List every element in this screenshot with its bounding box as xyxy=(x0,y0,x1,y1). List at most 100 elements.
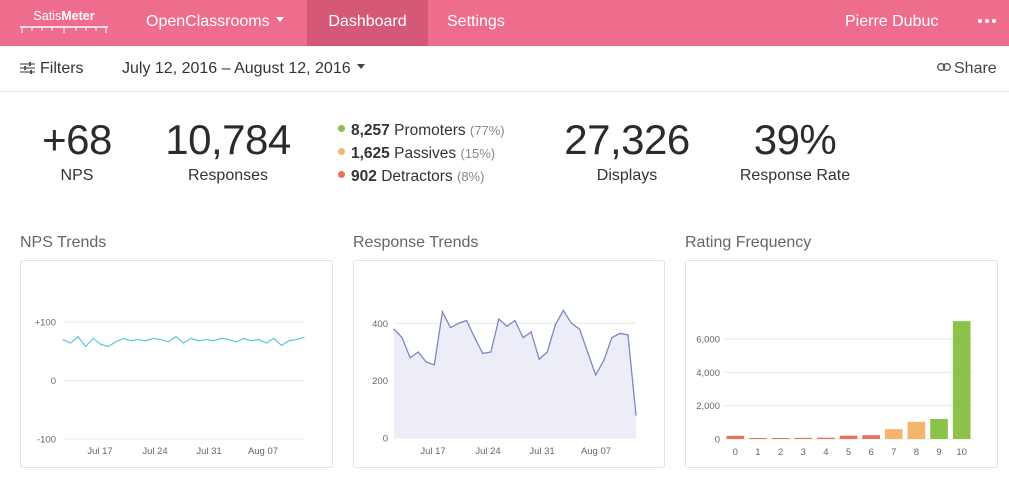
response-data-point xyxy=(393,328,395,330)
response-data-point xyxy=(498,318,500,320)
response-data-point xyxy=(417,351,419,353)
passives-pct: (15%) xyxy=(460,146,496,161)
rating-bar-7 xyxy=(884,429,903,439)
nps-data-point xyxy=(265,342,267,344)
promoter-dot-icon xyxy=(338,125,345,133)
date-range-label: July 12, 2016 – August 12, 2016 xyxy=(122,60,351,77)
nps-data-point xyxy=(303,336,305,338)
response-data-point xyxy=(441,311,443,313)
x-tick-label: 0 xyxy=(733,447,738,458)
detractor-dot-icon xyxy=(338,171,345,179)
response-data-point xyxy=(538,358,540,360)
response-data-point xyxy=(578,328,581,330)
rating-frequency-panel: 6,000 4,000 2,000 0 0 1 2 3 4 5 6 7 8 9 10 xyxy=(685,260,998,468)
response-rate-value: 39% xyxy=(753,116,837,163)
nps-data-point xyxy=(235,341,237,343)
response-trends-chart: 400 200 0 Jul 17 Jul 24 Jul 31 Aug 07 xyxy=(372,309,637,457)
share-button[interactable]: Share xyxy=(937,46,997,92)
user-menu[interactable]: Pierre Dubuc xyxy=(845,13,939,30)
rating-bar-10 xyxy=(952,321,971,439)
nps-data-point xyxy=(92,337,94,339)
response-data-point xyxy=(546,351,548,353)
response-data-point xyxy=(514,319,516,322)
rating-bar-4 xyxy=(817,437,835,439)
response-data-point xyxy=(562,309,564,312)
filters-button[interactable]: Filters xyxy=(20,46,84,92)
logo-wordmark: SatisMeter xyxy=(20,9,108,23)
y-tick-label: 0 xyxy=(383,434,388,445)
response-data-point xyxy=(611,337,613,339)
response-data-point xyxy=(482,352,484,355)
y-tick-label: 0 xyxy=(51,376,56,387)
y-tick-label: -100 xyxy=(37,435,56,446)
response-data-point xyxy=(603,360,605,362)
sliders-icon xyxy=(20,61,35,74)
link-icon xyxy=(937,62,951,71)
response-data-point xyxy=(433,364,435,366)
response-data-point xyxy=(466,319,468,322)
response-data-point xyxy=(554,324,556,326)
nps-data-point xyxy=(228,338,230,341)
rating-bar-6 xyxy=(862,435,880,439)
y-tick-label: 0 xyxy=(715,435,720,446)
toolbar: Filters July 12, 2016 – August 12, 2016 … xyxy=(0,46,1009,92)
x-tick-label: Aug 07 xyxy=(581,446,611,457)
response-rate-label: Response Rate xyxy=(739,167,851,184)
passives-count: 1,625 xyxy=(351,145,390,162)
nps-breakdown: 8,257 Promoters (77%) 1,625 Passives (15… xyxy=(338,119,505,188)
nps-data-point xyxy=(175,336,177,338)
stat-displays: 27,326 Displays xyxy=(547,118,707,186)
response-data-point xyxy=(401,337,403,339)
nps-label: NPS xyxy=(60,167,94,184)
nps-data-point xyxy=(197,340,200,342)
promoters-pct: (77%) xyxy=(469,123,505,138)
nps-data-point xyxy=(137,338,139,341)
response-data-point xyxy=(457,322,460,324)
response-data-point xyxy=(490,351,492,353)
nav-tab-settings[interactable]: Settings xyxy=(447,13,505,30)
rating-bar-9 xyxy=(930,419,948,439)
nps-data-point xyxy=(115,341,117,343)
nps-data-point xyxy=(77,336,79,338)
satismeter-logo[interactable]: SatisMeter xyxy=(20,9,108,35)
promoters-row: 8,257 Promoters (77%) xyxy=(338,119,505,142)
x-tick-label: 7 xyxy=(891,447,896,458)
nps-data-point xyxy=(182,342,185,344)
nps-data-point xyxy=(145,340,147,342)
response-data-point xyxy=(425,361,427,363)
nps-data-point xyxy=(205,338,207,341)
x-tick-label: 6 xyxy=(868,447,873,458)
logo-text-part1: Satis xyxy=(33,9,62,23)
logo-text-part2: Meter xyxy=(61,9,95,23)
org-switcher[interactable]: OpenClassrooms xyxy=(146,0,284,46)
stat-nps: +68 NPS xyxy=(27,118,127,186)
date-range-picker[interactable]: July 12, 2016 – August 12, 2016 xyxy=(122,46,365,92)
x-tick-label: 3 xyxy=(801,447,806,458)
passives-row: 1,625 Passives (15%) xyxy=(338,142,505,165)
response-data-point xyxy=(409,357,411,359)
y-tick-label: 4,000 xyxy=(696,368,720,379)
nps-data-point xyxy=(250,340,252,342)
x-tick-label: Jul 24 xyxy=(475,446,500,457)
x-tick-label: Jul 24 xyxy=(142,446,167,457)
promoters-count: 8,257 xyxy=(351,122,390,139)
nps-trends-panel: +100 0 -100 Jul 17 Jul 24 Jul 31 Aug 07 xyxy=(20,260,333,468)
detractors-count: 902 xyxy=(351,168,377,185)
more-options-icon[interactable] xyxy=(978,19,998,25)
x-tick-label: 5 xyxy=(846,447,851,458)
share-label: Share xyxy=(954,60,997,77)
response-data-point xyxy=(449,327,452,329)
y-tick-label: 200 xyxy=(372,376,388,387)
y-tick-label: 2,000 xyxy=(696,401,720,412)
nps-data-point xyxy=(122,337,124,339)
nav-tab-dashboard[interactable]: Dashboard xyxy=(307,0,428,46)
nps-data-point xyxy=(220,337,222,339)
nps-data-point xyxy=(280,344,283,346)
rating-bar-0 xyxy=(726,435,745,439)
response-trends-panel: 400 200 0 Jul 17 Jul 24 Jul 31 Aug 07 xyxy=(353,260,665,468)
nps-data-point xyxy=(213,340,215,342)
rating-bar-3 xyxy=(794,437,813,439)
passive-dot-icon xyxy=(338,148,345,156)
detractors-pct: (8%) xyxy=(457,169,485,184)
rating-bar-5 xyxy=(839,435,858,439)
